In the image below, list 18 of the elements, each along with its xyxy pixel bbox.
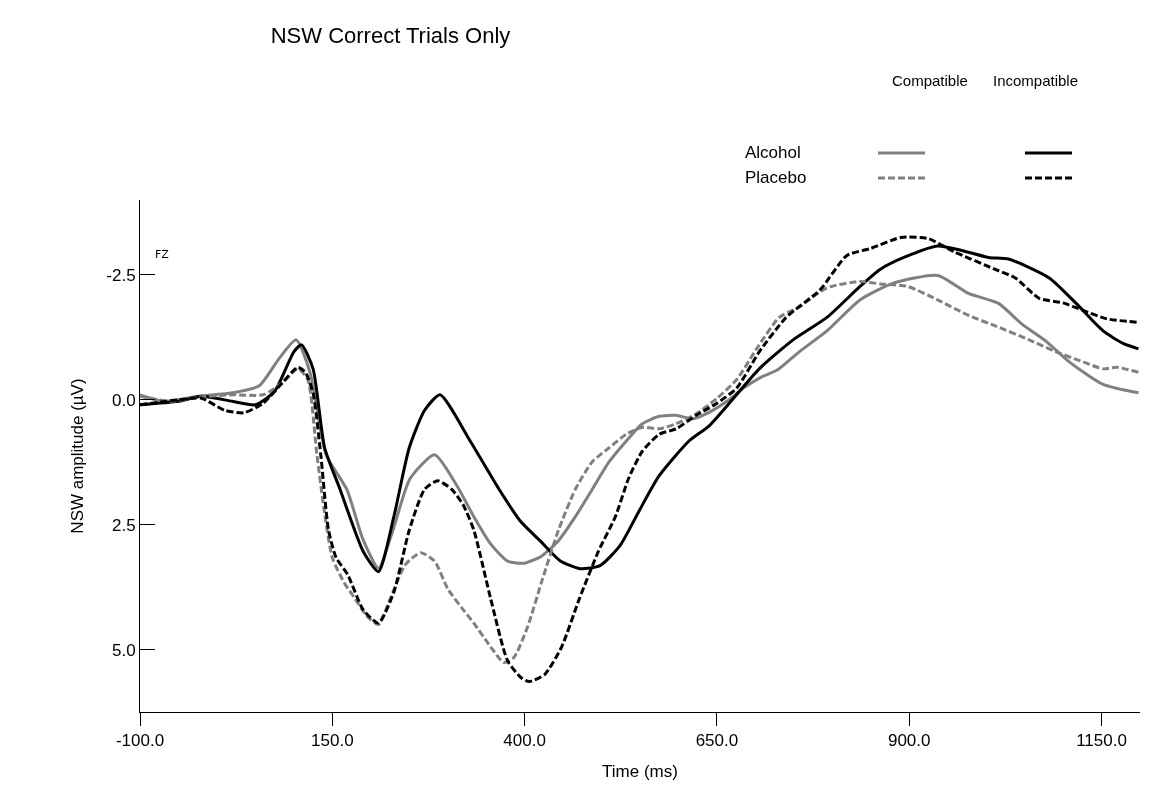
x-tick-label: -100.0 bbox=[115, 731, 165, 751]
x-tick-label: 900.0 bbox=[887, 731, 931, 751]
text: Incompatible bbox=[993, 72, 1079, 89]
x-axis-title: Time (ms) bbox=[602, 761, 678, 781]
x-tick-label: 1150.0 bbox=[1076, 731, 1127, 751]
y-tick-label: 5.0 bbox=[111, 640, 136, 660]
x-tick-label: 150.0 bbox=[311, 731, 354, 751]
text: Placebo bbox=[745, 168, 807, 187]
x-tick-label: 400.0 bbox=[503, 731, 546, 751]
chart-title: NSW Correct Trials Only bbox=[270, 22, 511, 48]
x-tick-label: 650.0 bbox=[695, 731, 739, 751]
y-tick-label: 2.5 bbox=[111, 515, 136, 535]
y-tick-label: 0.0 bbox=[111, 390, 136, 410]
y-tick-label: -2.5 bbox=[106, 265, 136, 285]
annotation: FZ bbox=[155, 248, 170, 261]
y-axis-title: NSW amplitude (µV) bbox=[67, 378, 87, 534]
text: Alcohol bbox=[745, 143, 801, 162]
text: Compatible bbox=[892, 72, 968, 89]
